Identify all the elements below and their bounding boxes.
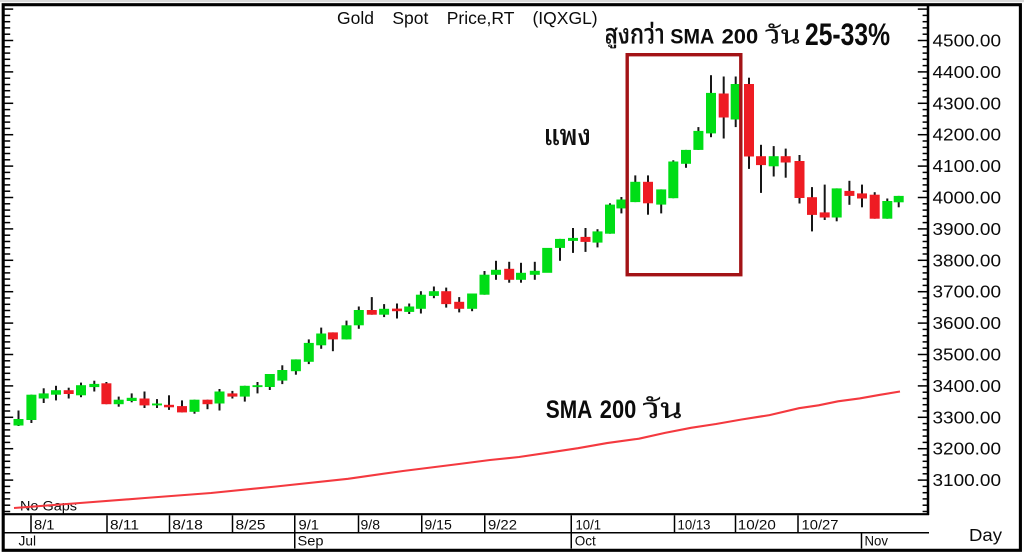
svg-text:9/15: 9/15 — [424, 517, 452, 533]
svg-text:200: 200 — [600, 396, 637, 424]
svg-text:4000.00: 4000.00 — [933, 188, 1002, 208]
svg-text:Day: Day — [969, 525, 1002, 545]
svg-text:3500.00: 3500.00 — [933, 345, 1002, 365]
svg-text:3300.00: 3300.00 — [933, 407, 1002, 427]
svg-text:SMA: SMA — [546, 396, 593, 424]
svg-text:8/11: 8/11 — [110, 517, 139, 533]
svg-text:3200.00: 3200.00 — [933, 439, 1002, 459]
svg-text:3900.00: 3900.00 — [933, 219, 1002, 239]
svg-text:4400.00: 4400.00 — [933, 62, 1002, 82]
svg-text:Oct: Oct — [575, 533, 596, 549]
svg-text:9/1: 9/1 — [299, 517, 320, 533]
svg-text:Sep: Sep — [298, 533, 324, 549]
svg-text:10/20: 10/20 — [738, 517, 776, 533]
svg-text:3600.00: 3600.00 — [933, 313, 1002, 333]
svg-text:Gold Spot Price,RT (IQXGL): Gold Spot Price,RT (IQXGL) — [337, 8, 598, 28]
svg-text:3700.00: 3700.00 — [933, 282, 1002, 302]
svg-text:10/1: 10/1 — [576, 517, 602, 533]
svg-text:SMA: SMA — [670, 26, 714, 49]
svg-text:10/13: 10/13 — [678, 517, 711, 533]
svg-text:200: 200 — [722, 26, 759, 49]
svg-text:Nov: Nov — [865, 533, 889, 549]
svg-text:Jul: Jul — [19, 533, 37, 549]
svg-text:3800.00: 3800.00 — [933, 250, 1002, 270]
svg-text:4500.00: 4500.00 — [933, 31, 1002, 51]
svg-text:4200.00: 4200.00 — [933, 125, 1002, 145]
svg-text:9/8: 9/8 — [361, 517, 381, 533]
svg-text:8/18: 8/18 — [172, 517, 203, 533]
svg-text:9/22: 9/22 — [488, 517, 517, 533]
svg-text:3400.00: 3400.00 — [933, 376, 1002, 396]
svg-text:3100.00: 3100.00 — [933, 470, 1002, 490]
svg-text:4300.00: 4300.00 — [933, 93, 1002, 113]
svg-text:4100.00: 4100.00 — [933, 156, 1002, 176]
svg-text:8/1: 8/1 — [34, 517, 55, 533]
svg-text:25-33%: 25-33% — [805, 16, 890, 52]
svg-text:10/27: 10/27 — [802, 517, 839, 533]
svg-text:8/25: 8/25 — [236, 517, 266, 533]
